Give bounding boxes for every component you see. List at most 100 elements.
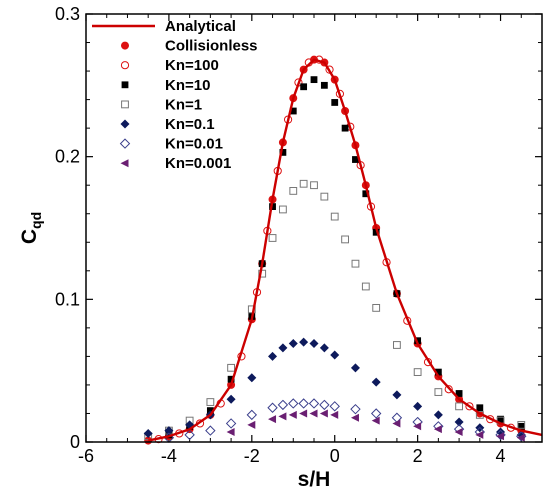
- legend-item: Kn=0.01: [119, 136, 223, 153]
- data-point: [497, 415, 504, 423]
- data-point: [454, 428, 463, 437]
- data-point: [350, 403, 361, 415]
- data-point: [299, 409, 308, 418]
- data-point: [361, 282, 370, 291]
- data-point: [300, 83, 308, 91]
- data-point: [277, 399, 289, 411]
- legend-label: Kn=0.01: [165, 136, 223, 153]
- data-point: [351, 259, 360, 268]
- data-point: [279, 205, 287, 214]
- legend-swatch-marker: [121, 81, 129, 89]
- data-point: [247, 420, 256, 429]
- data-point: [227, 363, 235, 372]
- data-point: [278, 343, 288, 353]
- data-point: [393, 341, 401, 349]
- plot-data-layer: [143, 55, 543, 445]
- data-point: [268, 234, 277, 242]
- data-point: [268, 351, 278, 361]
- legend-item: Kn=0.1: [120, 116, 215, 133]
- data-point: [341, 124, 349, 132]
- data-point: [310, 76, 318, 84]
- legend-label: Kn=1: [165, 96, 202, 113]
- legend-swatch-marker: [120, 61, 130, 70]
- data-point: [350, 413, 359, 422]
- data-point: [226, 394, 236, 404]
- data-point: [372, 228, 380, 236]
- data-point: [371, 416, 380, 425]
- data-point: [289, 187, 298, 195]
- y-tick-label: 0.2: [55, 147, 80, 167]
- data-point: [225, 418, 237, 429]
- data-point: [362, 190, 370, 198]
- data-point: [330, 410, 339, 419]
- x-tick-label: -4: [161, 446, 177, 466]
- data-point: [330, 212, 339, 221]
- data-point: [370, 408, 382, 419]
- data-point: [496, 432, 505, 441]
- legend-label: Kn=0.001: [165, 155, 231, 172]
- x-tick-label: -2: [244, 446, 260, 466]
- data-point: [206, 398, 215, 406]
- legend-swatch-marker: [120, 119, 130, 129]
- legend-label: Kn=100: [165, 57, 219, 74]
- data-point: [246, 409, 258, 421]
- data-point: [476, 404, 484, 412]
- data-point: [308, 398, 320, 409]
- data-point: [434, 388, 443, 396]
- series-kn-0-1: [143, 337, 526, 440]
- data-point: [455, 402, 463, 411]
- data-point: [184, 429, 195, 441]
- data-point: [268, 415, 277, 424]
- data-point: [444, 385, 453, 394]
- data-point: [455, 390, 463, 397]
- data-point: [433, 425, 442, 434]
- data-point: [205, 425, 216, 436]
- legend-label: Analytical: [165, 18, 236, 35]
- series-line-analytical: [147, 58, 543, 442]
- legend-item: Kn=100: [120, 57, 219, 74]
- x-tick-label: 2: [413, 446, 423, 466]
- data-point: [298, 398, 309, 409]
- legend-item: Kn=10: [121, 77, 210, 94]
- data-point: [413, 401, 423, 411]
- data-point: [299, 337, 309, 347]
- legend-item: Kn=0.001: [120, 155, 231, 172]
- series-kn-1: [144, 179, 526, 441]
- data-point: [288, 339, 298, 349]
- data-point: [413, 422, 422, 431]
- y-tick-label: 0.3: [55, 4, 80, 24]
- legend-swatch-marker: [121, 100, 129, 109]
- data-point: [288, 398, 299, 409]
- y-axis-title: Cqd: [18, 212, 44, 244]
- data-point: [413, 368, 422, 376]
- tick-labels: -6 -4 -2 0 2 4 0 0.1 0.2 0.3: [55, 4, 506, 466]
- series-kn-0-001: [226, 409, 525, 442]
- data-point: [319, 343, 329, 353]
- data-point: [516, 433, 525, 442]
- data-point: [392, 419, 401, 428]
- legend-label: Kn=0.1: [165, 116, 215, 133]
- x-axis-title: s/H: [298, 468, 331, 491]
- data-point: [320, 192, 329, 201]
- data-point: [319, 399, 330, 411]
- data-point: [465, 402, 474, 411]
- legend-label: Collisionless: [165, 38, 258, 55]
- x-tick-label: -6: [78, 446, 94, 466]
- y-axis-title-subscript: qd: [28, 212, 44, 229]
- data-point: [309, 409, 318, 418]
- data-point: [475, 430, 484, 439]
- series-kn-0-01: [163, 398, 527, 443]
- data-point: [319, 409, 328, 418]
- data-point: [341, 235, 349, 244]
- data-point: [226, 428, 235, 437]
- data-point: [517, 420, 526, 429]
- data-point: [331, 99, 339, 106]
- legend-label: Kn=10: [165, 77, 210, 94]
- x-tick-label: 0: [330, 446, 340, 466]
- x-tick-label: 4: [496, 446, 506, 466]
- legend-swatch-marker: [121, 41, 130, 50]
- y-axis-title-main: C: [18, 229, 41, 244]
- data-point: [392, 390, 402, 400]
- data-point: [267, 402, 278, 413]
